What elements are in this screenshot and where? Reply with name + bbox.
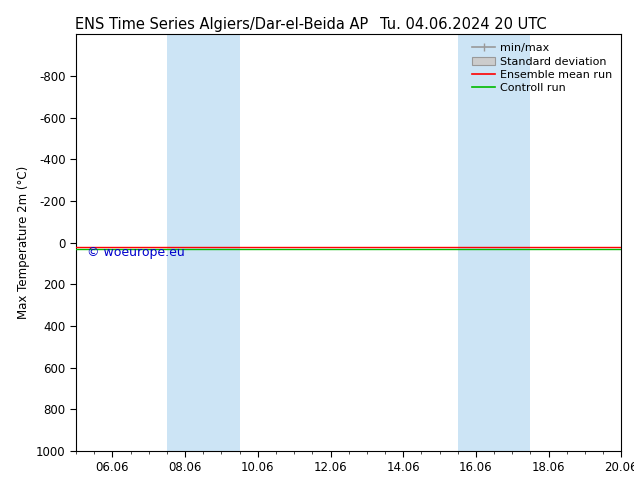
Bar <box>458 34 531 451</box>
Text: © woeurope.eu: © woeurope.eu <box>87 246 184 260</box>
Bar <box>167 34 240 451</box>
Text: ENS Time Series Algiers/Dar-el-Beida AP: ENS Time Series Algiers/Dar-el-Beida AP <box>75 17 368 32</box>
Y-axis label: Max Temperature 2m (°C): Max Temperature 2m (°C) <box>18 166 30 319</box>
Text: Tu. 04.06.2024 20 UTC: Tu. 04.06.2024 20 UTC <box>380 17 546 32</box>
Legend: min/max, Standard deviation, Ensemble mean run, Controll run: min/max, Standard deviation, Ensemble me… <box>469 40 616 97</box>
